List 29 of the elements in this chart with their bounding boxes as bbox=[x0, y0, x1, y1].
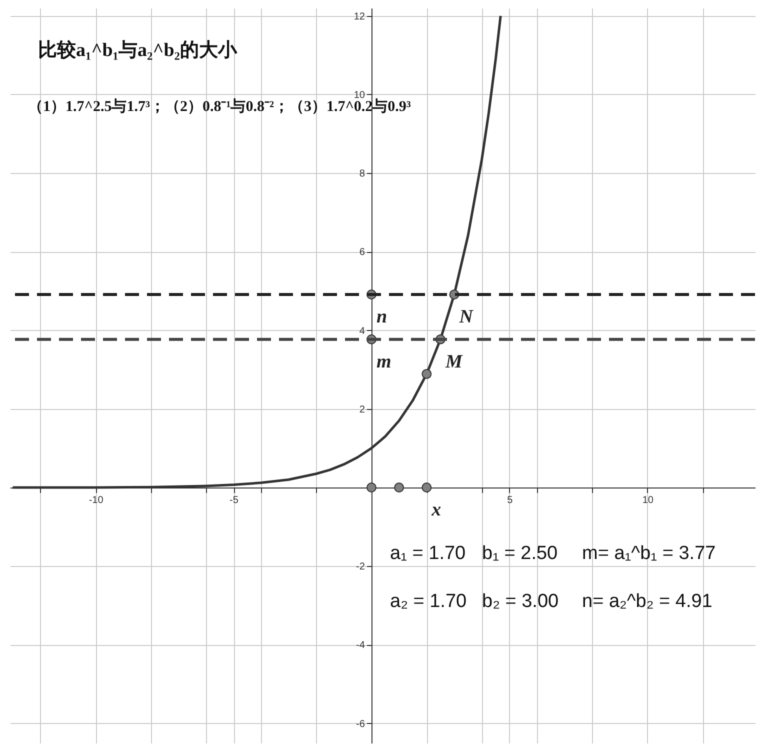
annotation: M bbox=[444, 351, 464, 372]
annotation: a₂ = 1.70 bbox=[390, 591, 467, 612]
annotation: x bbox=[430, 500, 442, 521]
x-tick-label: 5 bbox=[507, 495, 514, 506]
y-tick-label: -2 bbox=[356, 562, 366, 573]
y-tick-label: 4 bbox=[359, 326, 366, 337]
y-tick-label: 2 bbox=[359, 404, 366, 416]
y-tick-label: 10 bbox=[354, 90, 366, 101]
annotation: n bbox=[376, 306, 388, 328]
annotation: b₁ = 2.50 bbox=[482, 543, 558, 564]
annotation: b₂ = 3.00 bbox=[482, 591, 559, 612]
y-tick-label: 8 bbox=[359, 168, 366, 180]
point bbox=[366, 482, 376, 492]
annotation: a₁ = 1.70 bbox=[390, 543, 466, 564]
text: 比较a₁^b₁与a₂^b₂的大小 bbox=[38, 39, 238, 61]
annotation: N bbox=[458, 306, 474, 328]
x-tick-label: -5 bbox=[230, 495, 239, 506]
annotation: m bbox=[376, 351, 392, 372]
annotation: n= a₂^b₂ = 4.91 bbox=[582, 591, 712, 612]
y-tick-label: 12 bbox=[354, 11, 366, 22]
x-tick-label: -10 bbox=[88, 495, 104, 506]
y-tick-label: -6 bbox=[356, 718, 366, 730]
point bbox=[394, 482, 404, 492]
annotation: m= a₁^b₁ = 3.77 bbox=[582, 543, 716, 564]
y-tick-label: -4 bbox=[356, 640, 366, 652]
y-tick-label: 6 bbox=[359, 247, 366, 258]
point bbox=[422, 482, 432, 492]
point bbox=[422, 368, 432, 379]
x-tick-label: 10 bbox=[642, 495, 654, 506]
